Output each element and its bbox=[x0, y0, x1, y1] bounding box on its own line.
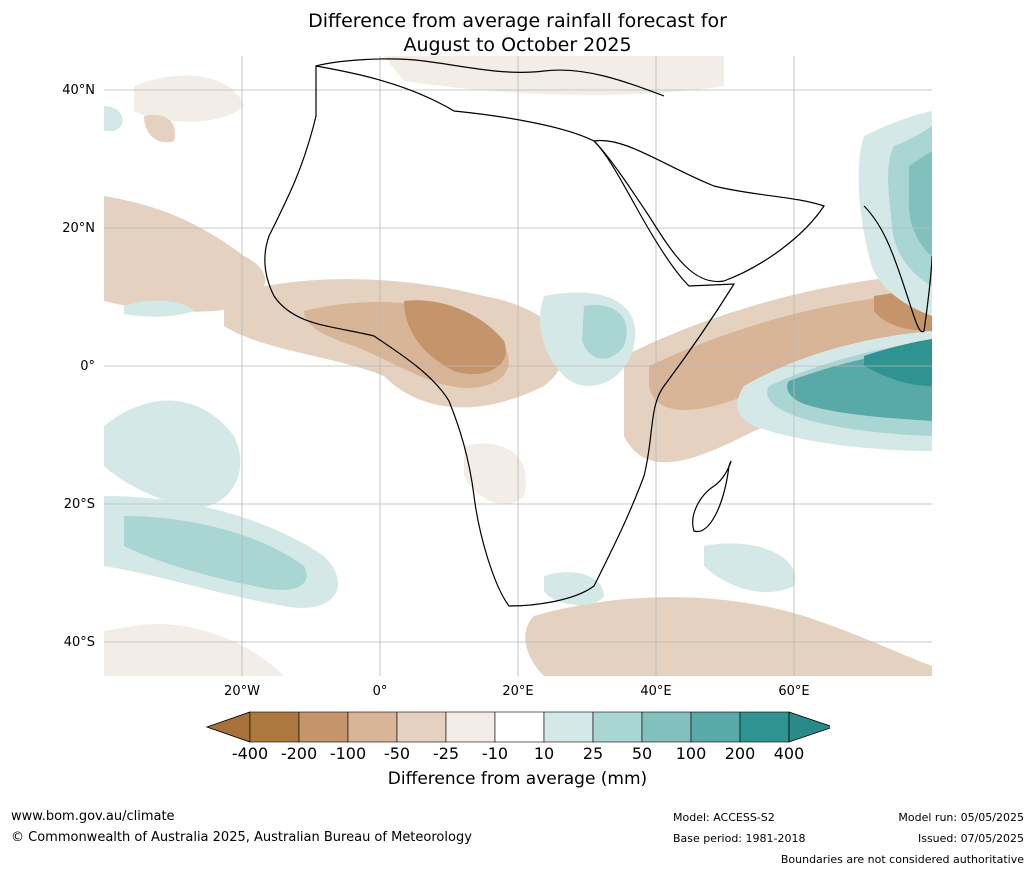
lon-label-60e: 60°E bbox=[778, 684, 810, 699]
colorbar-tick-label: -200 bbox=[280, 744, 318, 763]
footer-copyright: © Commonwealth of Australia 2025, Austra… bbox=[11, 830, 472, 845]
rainfall-anomaly-map bbox=[104, 56, 932, 676]
colorbar-tick-label: -100 bbox=[329, 744, 367, 763]
india-coastline bbox=[863, 205, 932, 333]
colorbar-tick-label: -10 bbox=[481, 744, 509, 763]
map-title-line1: Difference from average rainfall forecas… bbox=[308, 10, 727, 32]
colorbar-segment bbox=[445, 711, 496, 743]
lon-label-0: 0° bbox=[372, 684, 388, 699]
arabia-coastline bbox=[592, 139, 825, 283]
map-title-line2: August to October 2025 bbox=[403, 34, 632, 56]
coastlines bbox=[264, 58, 932, 607]
colorbar-tick-label: 25 bbox=[582, 744, 604, 763]
colorbar-tick-label: 100 bbox=[675, 744, 707, 763]
colorbar-tick-label: 50 bbox=[631, 744, 653, 763]
map-canvas bbox=[104, 56, 932, 676]
colorbar-segment bbox=[543, 711, 594, 743]
colorbar-tick-label: -400 bbox=[231, 744, 269, 763]
colorbar-extend-high bbox=[788, 711, 830, 743]
colorbar-segment bbox=[641, 711, 692, 743]
europe-coastline bbox=[315, 58, 665, 97]
colorbar-tick-label: 10 bbox=[533, 744, 555, 763]
lon-label-40e: 40°E bbox=[640, 684, 672, 699]
dry-anomaly-regions bbox=[104, 56, 932, 676]
graticule bbox=[104, 56, 932, 676]
footer-base-period: Base period: 1981-2018 bbox=[673, 832, 806, 845]
colorbar-segment bbox=[396, 711, 447, 743]
footer-issued: Issued: 07/05/2025 bbox=[917, 832, 1024, 845]
lon-label-20e: 20°E bbox=[502, 684, 534, 699]
footer-disclaimer: Boundaries are not considered authoritat… bbox=[780, 853, 1024, 866]
lat-label-20s: 20°S bbox=[63, 497, 95, 512]
colorbar-segment bbox=[739, 711, 790, 743]
footer-model-run: Model run: 05/05/2025 bbox=[898, 811, 1024, 824]
colorbar-tick-label: 200 bbox=[724, 744, 756, 763]
colorbar-extend-low bbox=[206, 711, 251, 743]
colorbar-tick-label: -25 bbox=[432, 744, 460, 763]
colorbar-segment bbox=[690, 711, 741, 743]
lat-label-20n: 20°N bbox=[62, 221, 95, 236]
madagascar-coastline bbox=[692, 460, 732, 533]
colorbar-tick-label: 400 bbox=[773, 744, 805, 763]
colorbar-segment bbox=[298, 711, 349, 743]
footer-url: www.bom.gov.au/climate bbox=[11, 809, 175, 824]
colorbar-tick-label: -50 bbox=[383, 744, 411, 763]
lat-label-40n: 40°N bbox=[62, 83, 95, 98]
colorbar-segment bbox=[347, 711, 398, 743]
footer-model: Model: ACCESS-S2 bbox=[673, 811, 775, 824]
colorbar-segment bbox=[249, 711, 300, 743]
colorbar-segment bbox=[592, 711, 643, 743]
colorbar-title: Difference from average (mm) bbox=[387, 769, 648, 789]
lat-label-40s: 40°S bbox=[63, 635, 95, 650]
lon-label-20w: 20°W bbox=[224, 684, 260, 699]
colorbar-segment bbox=[494, 711, 545, 743]
colorbar bbox=[206, 711, 830, 743]
lat-label-equator: 0° bbox=[80, 359, 95, 374]
